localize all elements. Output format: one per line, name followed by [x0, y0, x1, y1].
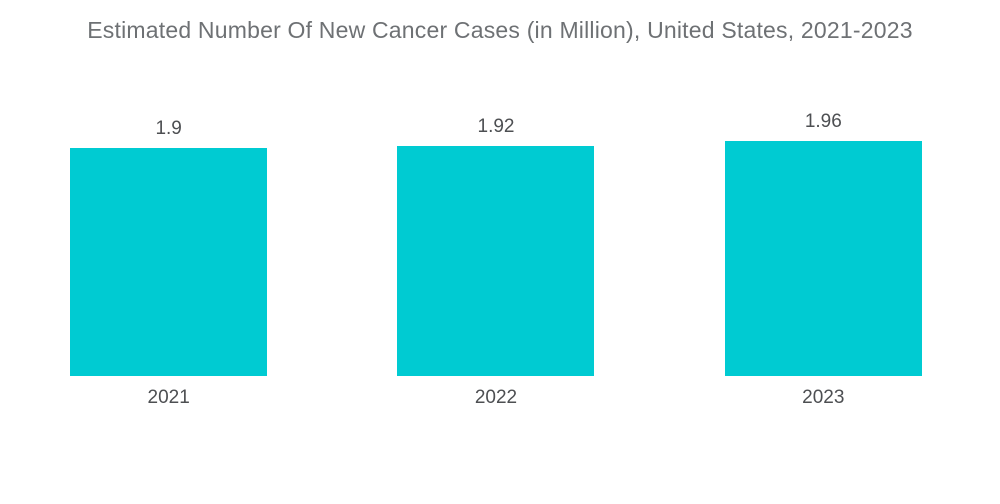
bar-group-2023: 1.96 2023	[660, 44, 987, 407]
bar-value-label-2023: 1.96	[804, 111, 842, 132]
bar-value-label-2021: 1.9	[155, 118, 182, 139]
plot-area: 1.9 2021 1.92 2022 1.96 2023	[5, 44, 987, 407]
axis-label-2021: 2021	[147, 387, 190, 408]
bar-2023	[724, 141, 922, 376]
chart-title: Estimated Number Of New Cancer Cases (in…	[87, 17, 913, 43]
bar-group-2021: 1.9 2021	[5, 44, 332, 407]
bar-group-2022: 1.92 2022	[332, 44, 659, 407]
bar-2021	[70, 148, 268, 376]
axis-label-2022: 2022	[474, 387, 518, 408]
axis-label-2023: 2023	[802, 387, 845, 408]
bar-value-label-2022: 1.92	[477, 116, 515, 137]
bar-2022	[397, 146, 595, 376]
